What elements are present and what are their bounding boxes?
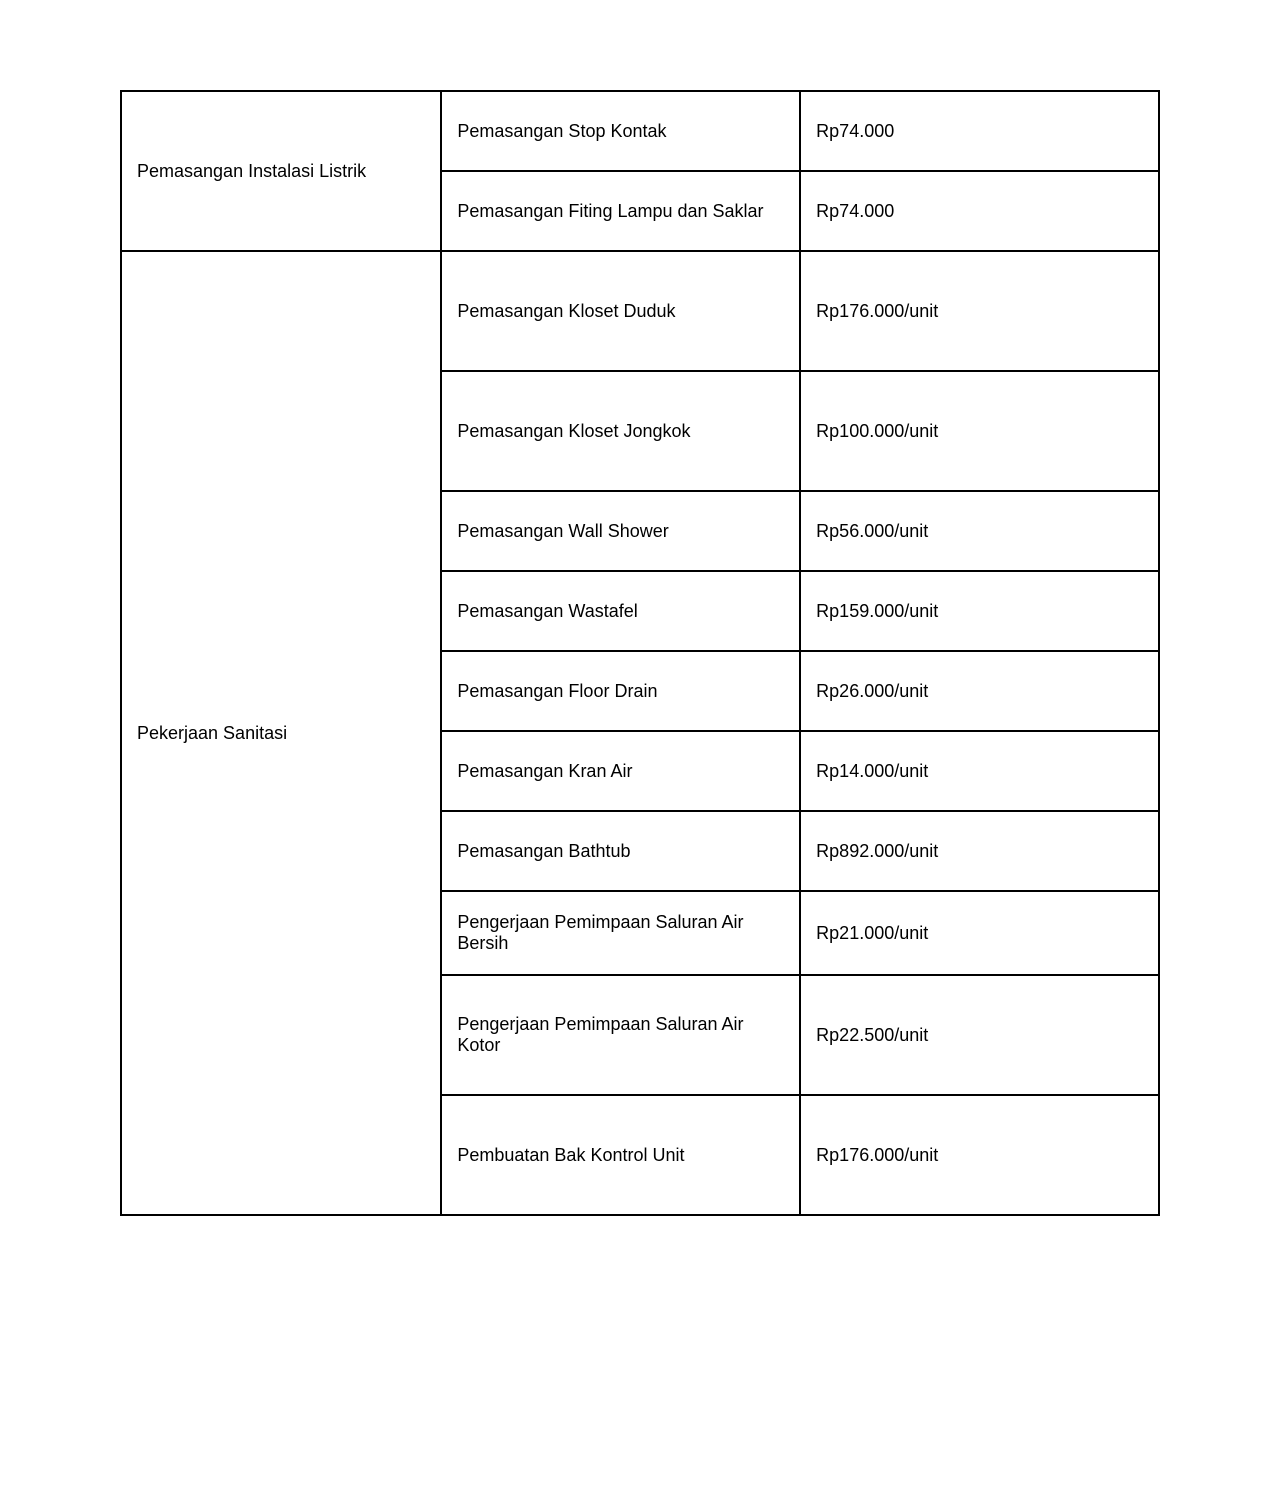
pricing-table: Pemasangan Instalasi Listrik Pemasangan …	[120, 90, 1160, 1216]
item-cell: Pemasangan Floor Drain	[441, 651, 800, 731]
price-cell: Rp14.000/unit	[800, 731, 1159, 811]
category-cell: Pemasangan Instalasi Listrik	[121, 91, 441, 251]
item-cell: Pemasangan Kloset Jongkok	[441, 371, 800, 491]
price-cell: Rp74.000	[800, 171, 1159, 251]
price-cell: Rp22.500/unit	[800, 975, 1159, 1095]
price-cell: Rp159.000/unit	[800, 571, 1159, 651]
price-cell: Rp100.000/unit	[800, 371, 1159, 491]
price-cell: Rp892.000/unit	[800, 811, 1159, 891]
item-cell: Pemasangan Fiting Lampu dan Saklar	[441, 171, 800, 251]
price-cell: Rp26.000/unit	[800, 651, 1159, 731]
table-row: Pemasangan Instalasi Listrik Pemasangan …	[121, 91, 1159, 171]
item-cell: Pengerjaan Pemimpaan Saluran Air Kotor	[441, 975, 800, 1095]
item-cell: Pemasangan Stop Kontak	[441, 91, 800, 171]
item-cell: Pemasangan Wastafel	[441, 571, 800, 651]
item-cell: Pemasangan Kloset Duduk	[441, 251, 800, 371]
price-cell: Rp21.000/unit	[800, 891, 1159, 975]
item-cell: Pembuatan Bak Kontrol Unit	[441, 1095, 800, 1215]
category-cell: Pekerjaan Sanitasi	[121, 251, 441, 1215]
item-cell: Pemasangan Wall Shower	[441, 491, 800, 571]
item-cell: Pemasangan Bathtub	[441, 811, 800, 891]
item-cell: Pemasangan Kran Air	[441, 731, 800, 811]
item-cell: Pengerjaan Pemimpaan Saluran Air Bersih	[441, 891, 800, 975]
price-cell: Rp176.000/unit	[800, 1095, 1159, 1215]
table-row: Pekerjaan Sanitasi Pemasangan Kloset Dud…	[121, 251, 1159, 371]
price-cell: Rp56.000/unit	[800, 491, 1159, 571]
price-cell: Rp74.000	[800, 91, 1159, 171]
price-cell: Rp176.000/unit	[800, 251, 1159, 371]
